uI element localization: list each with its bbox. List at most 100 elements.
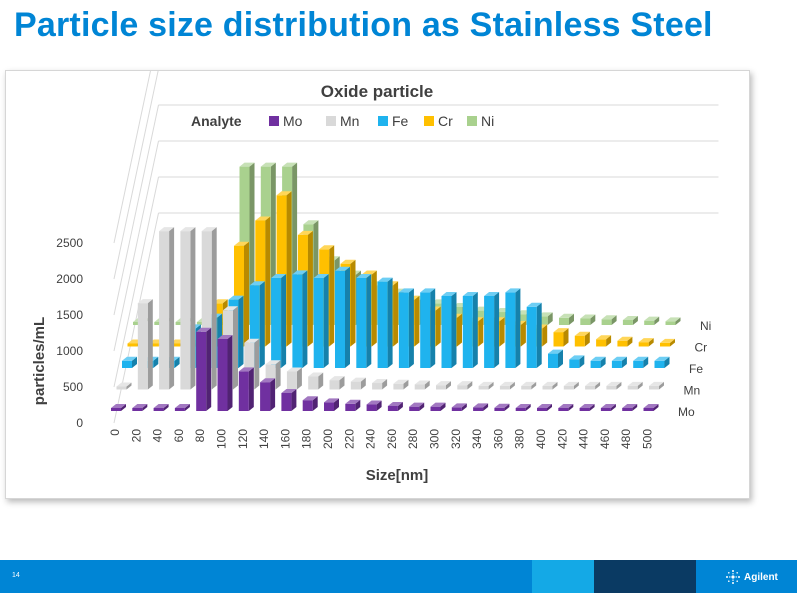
bar-front xyxy=(238,371,249,411)
bar-fe-140 xyxy=(271,274,287,368)
bar-front xyxy=(627,385,638,390)
bar-top xyxy=(249,281,265,286)
bar-cr-420 xyxy=(574,331,590,347)
x-tick-label-220: 220 xyxy=(342,429,356,449)
bar-mo-40 xyxy=(153,404,169,411)
bar-mn-220 xyxy=(350,377,366,390)
bar-top xyxy=(409,402,425,407)
bar-mo-20 xyxy=(132,404,148,411)
bar-side xyxy=(472,292,478,368)
bar-top xyxy=(361,270,377,275)
bar-top xyxy=(660,338,675,343)
bar-mo-280 xyxy=(409,402,425,411)
bar-side xyxy=(265,216,271,347)
bar-side xyxy=(233,306,238,390)
bar-cr-500 xyxy=(660,338,675,347)
bar-mo-380 xyxy=(515,404,531,411)
bar-side xyxy=(190,227,196,390)
bar-front xyxy=(515,408,526,411)
bar-fe-200 xyxy=(335,266,350,368)
bar-side xyxy=(616,381,622,390)
bar-top xyxy=(580,314,596,319)
bar-side xyxy=(509,381,515,390)
bar-top xyxy=(201,227,217,232)
bar-side xyxy=(504,403,510,411)
bar-mn-280 xyxy=(414,380,430,390)
bar-top xyxy=(282,162,298,167)
bar-side xyxy=(547,404,552,411)
x-tick-label-440: 440 xyxy=(577,429,591,449)
bar-top xyxy=(324,398,339,403)
chart-panel: Oxide particle Analyte Mo Mn Fe Cr Ni 0 500 1000 1… xyxy=(5,70,750,499)
bar-side xyxy=(488,381,494,390)
bar-top xyxy=(558,404,574,408)
bar-side xyxy=(248,367,254,411)
bar-front xyxy=(611,360,622,368)
bar-side xyxy=(414,295,420,347)
bar-front xyxy=(148,343,159,347)
bar-side xyxy=(525,404,531,411)
bar-mo-240 xyxy=(366,400,382,411)
bar-top xyxy=(542,381,558,386)
bar-mn-20 xyxy=(137,299,153,390)
depth-label-mo: Mo xyxy=(678,405,695,419)
bar-ni-380 xyxy=(537,312,553,325)
bar-top xyxy=(302,396,318,401)
x-tick-label-160: 160 xyxy=(278,429,292,449)
bar-front xyxy=(451,407,462,411)
bar-top xyxy=(260,378,276,383)
bar-ni-440 xyxy=(601,315,617,325)
bar-top xyxy=(553,328,569,333)
bar-front xyxy=(302,400,313,411)
bar-side xyxy=(142,404,148,411)
bar-front xyxy=(617,340,628,347)
bar-front xyxy=(313,278,324,368)
bar-mo-200 xyxy=(324,398,339,411)
bar-ni-400 xyxy=(559,313,574,325)
bar-top xyxy=(196,327,212,332)
bar-mo-300 xyxy=(430,402,446,411)
bar-side xyxy=(345,266,350,368)
bar-front xyxy=(292,274,303,368)
bar-top xyxy=(180,227,196,232)
bar-side xyxy=(291,389,297,411)
bar-top xyxy=(643,404,659,408)
bar-side xyxy=(211,227,217,390)
bar-side xyxy=(451,292,457,368)
bar-front xyxy=(116,386,127,390)
bar-front xyxy=(574,335,585,347)
bar-side xyxy=(552,381,558,390)
bar-top xyxy=(441,292,457,296)
bar-side xyxy=(403,379,409,390)
bar-top xyxy=(537,404,552,408)
bar-side xyxy=(670,338,675,347)
bar-side xyxy=(610,404,616,411)
bar-top xyxy=(596,335,612,340)
bar-side xyxy=(184,404,190,411)
bar-top xyxy=(116,382,132,387)
bar-top xyxy=(563,381,579,386)
bar-side xyxy=(569,313,574,325)
bar-top xyxy=(260,162,276,167)
bar-front xyxy=(308,376,319,390)
bar-fe-260 xyxy=(398,288,414,368)
bar-top xyxy=(297,230,313,235)
bar-front xyxy=(387,405,398,411)
bar-ni-420 xyxy=(580,314,596,325)
bar-front xyxy=(542,385,553,390)
bar-side xyxy=(457,313,462,347)
bar-mo-460 xyxy=(600,404,616,411)
bar-side xyxy=(531,381,537,390)
bar-front xyxy=(430,406,441,411)
bar-front xyxy=(569,359,580,368)
legend-title: Analyte xyxy=(191,113,242,129)
bar-top xyxy=(228,295,244,300)
y-axis-title: particles/mL xyxy=(31,317,48,405)
bar-mo-400 xyxy=(537,404,552,411)
bar-top xyxy=(398,288,414,293)
bar-side xyxy=(376,400,382,411)
bar-top xyxy=(574,331,590,336)
bar-top xyxy=(559,313,574,318)
bar-front xyxy=(553,332,564,347)
